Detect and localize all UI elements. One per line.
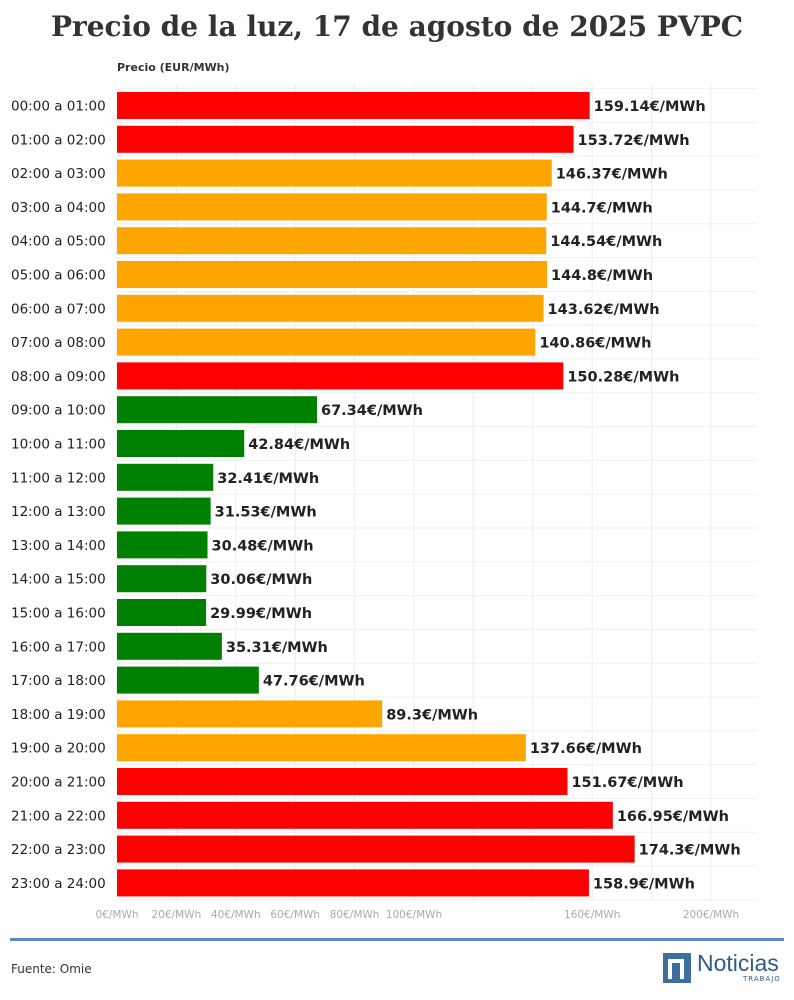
x-tick-label: 160€/MWh — [564, 909, 620, 921]
bar — [117, 328, 536, 356]
data-label: 143.62€/MWh — [548, 302, 660, 318]
data-label: 32.41€/MWh — [217, 471, 319, 487]
chart-title: Precio de la luz, 17 de agosto de 2025 P… — [50, 10, 744, 43]
data-label: 153.72€/MWh — [578, 133, 690, 149]
data-label: 31.53€/MWh — [215, 505, 317, 521]
category-label: 23:00 a 24:00 — [11, 876, 106, 892]
category-label: 21:00 a 22:00 — [11, 808, 106, 824]
data-label: 151.67€/MWh — [571, 775, 683, 791]
data-label: 146.37€/MWh — [556, 167, 668, 183]
data-label: 166.95€/MWh — [617, 809, 729, 825]
category-label: 05:00 a 06:00 — [11, 268, 106, 284]
bar — [117, 396, 317, 424]
bar — [117, 869, 589, 897]
logo-text: Noticias — [697, 950, 779, 976]
category-label: 06:00 a 07:00 — [11, 301, 106, 317]
data-label: 144.8€/MWh — [551, 268, 653, 284]
bar — [117, 125, 574, 153]
category-label: 11:00 a 12:00 — [11, 470, 106, 486]
bar — [117, 565, 207, 593]
data-label: 30.06€/MWh — [210, 572, 312, 588]
category-label: 01:00 a 02:00 — [11, 132, 106, 148]
logo-icon — [663, 953, 691, 983]
bar — [117, 92, 590, 119]
data-label: 42.84€/MWh — [248, 437, 350, 453]
bar — [117, 430, 245, 457]
bar — [117, 531, 208, 559]
category-label: 17:00 a 18:00 — [11, 673, 106, 689]
x-tick-label: 60€/MWh — [270, 909, 320, 921]
data-label: 137.66€/MWh — [530, 741, 642, 757]
x-tick-label: 200€/MWh — [683, 909, 739, 921]
data-label: 144.54€/MWh — [550, 234, 662, 250]
data-label: 144.7€/MWh — [551, 200, 653, 216]
bar — [117, 666, 259, 694]
category-label: 04:00 a 05:00 — [11, 234, 106, 250]
source-note: Fuente: Omie — [11, 962, 92, 976]
data-label: 159.14€/MWh — [594, 99, 706, 115]
category-label: 00:00 a 01:00 — [11, 99, 106, 115]
category-label: 18:00 a 19:00 — [11, 707, 106, 723]
bar — [117, 159, 552, 187]
x-tick-label: 20€/MWh — [152, 909, 202, 921]
category-label: 15:00 a 16:00 — [11, 606, 106, 622]
bar — [117, 294, 544, 322]
data-label: 140.86€/MWh — [539, 336, 651, 352]
bar — [117, 835, 635, 863]
brand-logo: Noticias TRABAJO — [663, 950, 785, 983]
category-label: 16:00 a 17:00 — [11, 639, 106, 655]
data-label: 30.48€/MWh — [212, 538, 314, 554]
category-label: 02:00 a 03:00 — [11, 166, 106, 182]
data-label: 47.76€/MWh — [263, 674, 365, 690]
category-label: 03:00 a 04:00 — [11, 200, 106, 216]
category-label: 19:00 a 20:00 — [11, 741, 106, 757]
data-label: 158.9€/MWh — [593, 876, 695, 892]
axis-title: Precio (EUR/MWh) — [117, 61, 230, 74]
category-label: 20:00 a 21:00 — [11, 775, 106, 791]
bar — [117, 700, 383, 728]
logo-subtext: TRABAJO — [743, 975, 781, 983]
footer-divider — [10, 938, 784, 941]
bar-chart: 00:00 a 01:00 159.14€/MWh 01:00 a 02:00 153… — [11, 84, 757, 921]
bar — [117, 193, 547, 221]
category-label: 14:00 a 15:00 — [11, 572, 106, 588]
data-label: 67.34€/MWh — [321, 403, 423, 419]
bar — [117, 768, 568, 795]
category-label: 07:00 a 08:00 — [11, 335, 106, 351]
category-label: 12:00 a 13:00 — [11, 504, 106, 520]
bar — [117, 632, 222, 660]
bar — [117, 227, 547, 255]
bar — [117, 261, 548, 288]
bar — [117, 801, 613, 829]
bar — [117, 599, 207, 626]
category-label: 22:00 a 23:00 — [11, 842, 106, 858]
category-label: 10:00 a 11:00 — [11, 437, 106, 453]
bar — [117, 362, 564, 390]
x-tick-label: 100€/MWh — [386, 909, 442, 921]
data-label: 89.3€/MWh — [386, 707, 478, 723]
category-label: 08:00 a 09:00 — [11, 369, 106, 385]
bar — [117, 463, 214, 491]
data-label: 35.31€/MWh — [226, 640, 328, 656]
x-tick-label: 0€/MWh — [96, 909, 139, 921]
category-label: 13:00 a 14:00 — [11, 538, 106, 554]
x-tick-label: 80€/MWh — [330, 909, 380, 921]
data-label: 150.28€/MWh — [567, 369, 679, 385]
bar — [117, 497, 211, 525]
bar — [117, 734, 526, 762]
data-label: 29.99€/MWh — [210, 606, 312, 622]
data-label: 174.3€/MWh — [639, 843, 741, 859]
x-tick-label: 40€/MWh — [211, 909, 261, 921]
category-label: 09:00 a 10:00 — [11, 403, 106, 419]
